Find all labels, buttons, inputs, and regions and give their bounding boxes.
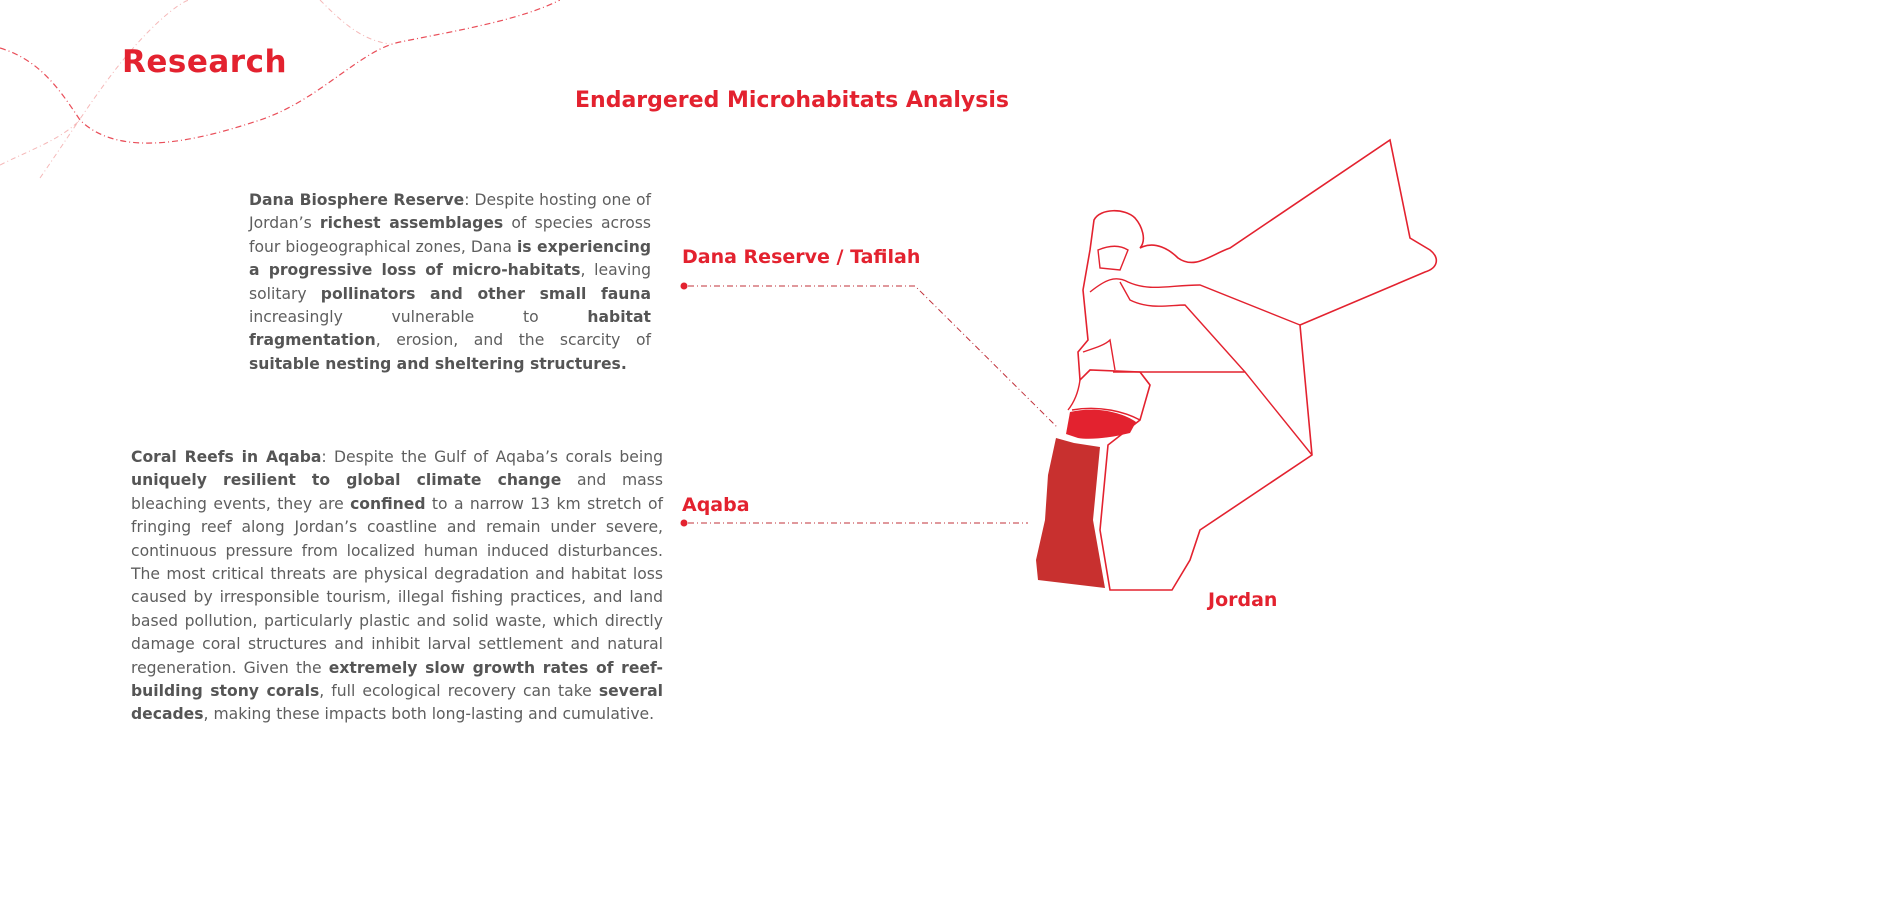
- jordan-label: Jordan: [1208, 589, 1278, 611]
- body-text: : Despite the Gulf of Aqaba’s corals bei…: [321, 448, 663, 466]
- body-text: to a narrow 13 km stretch of fringing re…: [131, 494, 663, 677]
- governorate-borders: [1067, 245, 1313, 456]
- page-title: Research: [122, 44, 288, 80]
- emphasized-text: pollinators and other small fauna: [320, 284, 651, 303]
- body-text: , full ecological recovery can take: [319, 682, 599, 701]
- tafilah-region: [1066, 409, 1136, 439]
- emphasized-text: Dana Biosphere Reserve: [249, 191, 465, 209]
- emphasized-text: uniquely resilient to global climate cha…: [131, 471, 562, 490]
- body-text: , erosion, and the scarcity of: [375, 331, 651, 350]
- aqaba-label: Aqaba: [682, 494, 750, 516]
- body-text: , making these impacts both long-lasting…: [203, 705, 655, 724]
- emphasized-text: habitat fragmentation: [249, 308, 651, 350]
- emphasized-text: Coral Reefs in Aqaba: [131, 448, 322, 466]
- body-text: : Despite hosting one of Jordan’s: [249, 191, 651, 233]
- body-text: , leaving solitary: [249, 261, 651, 303]
- emphasized-text: confined: [350, 494, 426, 513]
- jordan-outline: [1077, 138, 1438, 591]
- aqaba-description: Coral Reefs in Aqaba: Despite the Gulf o…: [131, 446, 663, 727]
- emphasized-text: extremely slow growth rates of reef-buil…: [131, 658, 663, 701]
- section-title: Endargered Microhabitats Analysis: [575, 88, 1009, 113]
- body-text: increasingly vulnerable to: [249, 308, 588, 327]
- body-text: of species across four biogeographical z…: [249, 214, 651, 256]
- aqaba-leader-line: [680, 519, 1028, 527]
- dana-leader-line: [680, 282, 1059, 429]
- emphasized-text: suitable nesting and sheltering structur…: [249, 354, 627, 373]
- emphasized-text: is experiencing a progressive loss of mi…: [249, 237, 651, 280]
- body-text: and mass bleaching events, they are: [131, 471, 663, 513]
- dana-description: Dana Biosphere Reserve: Despite hosting …: [249, 189, 651, 376]
- decorative-dashed-curves: [0, 0, 560, 179]
- dana-reserve-label: Dana Reserve / Tafilah: [682, 246, 921, 268]
- emphasized-text: several decades: [131, 682, 663, 724]
- emphasized-text: richest assemblages: [319, 214, 504, 233]
- aqaba-region: [1036, 438, 1105, 588]
